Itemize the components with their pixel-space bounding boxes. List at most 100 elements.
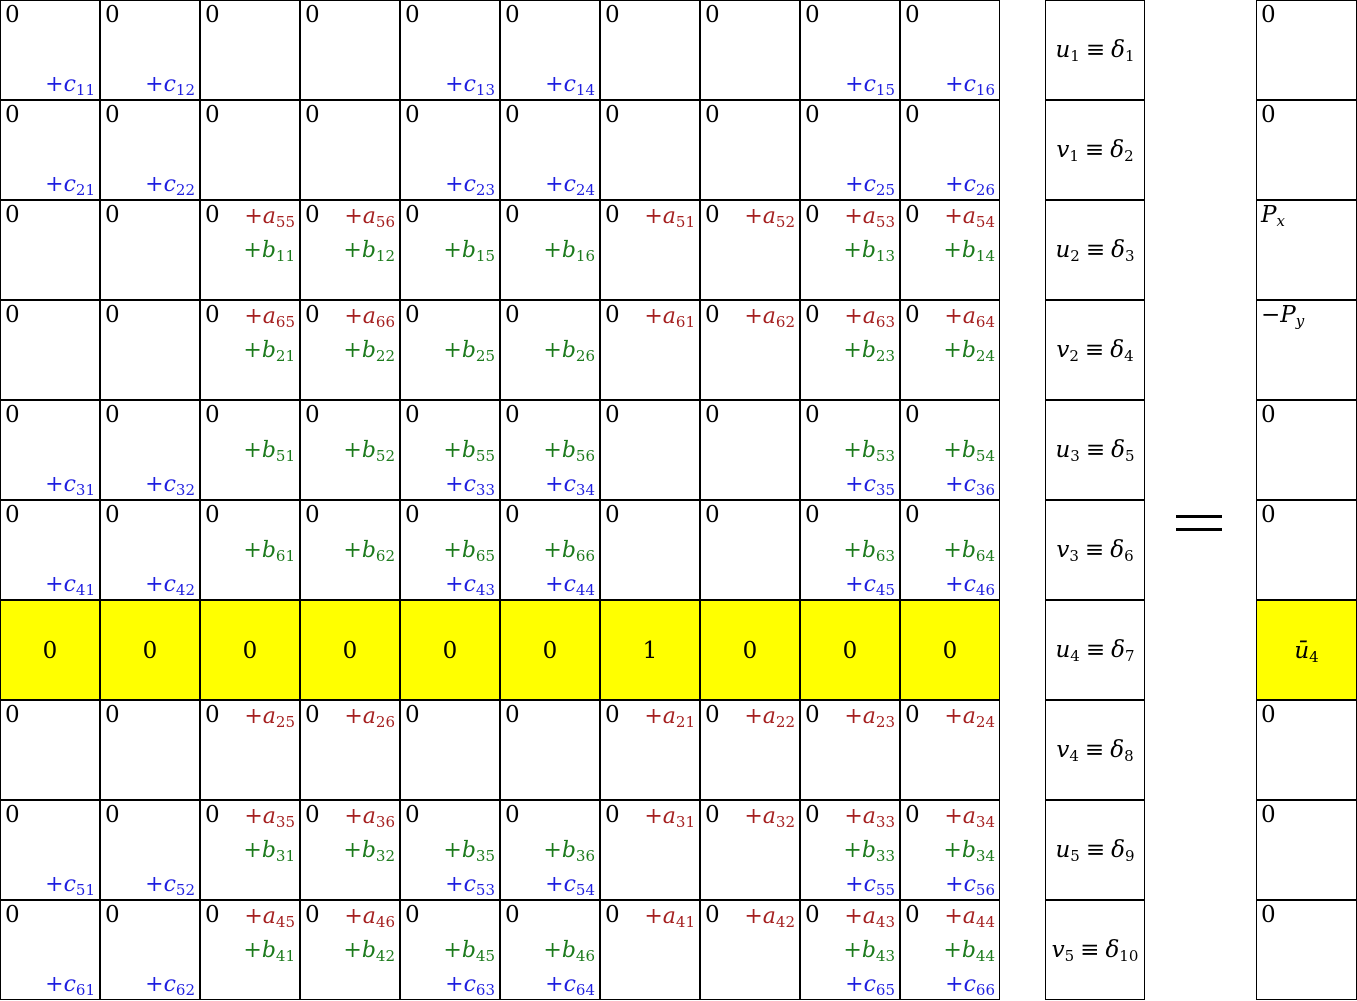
matrix-cell: 0 +a61 <box>600 300 700 400</box>
coefficient-a56: +a56 <box>344 204 395 231</box>
matrix-cell: 0 +b54 +c36 <box>900 400 1000 500</box>
rhs-cell: 0 <box>1256 900 1357 1000</box>
matrix-cell: 0 +a63 +b23 <box>800 300 900 400</box>
base-zero: 0 <box>205 702 220 728</box>
coefficient-b32: +b32 <box>343 838 395 865</box>
rhs-value: 0 <box>1261 102 1276 128</box>
matrix-cell: 0 +b61 <box>200 500 300 600</box>
matrix-cell: 0 +b45 +c63 <box>400 900 500 1000</box>
coefficient-c32: +c32 <box>145 472 195 499</box>
coefficient-c36: +c36 <box>945 472 995 499</box>
matrix-cell: 0 +a53 +b13 <box>800 200 900 300</box>
base-zero: 0 <box>905 902 920 928</box>
coefficient-b55: +b55 <box>443 438 495 465</box>
rhs-cell: 0 <box>1256 400 1357 500</box>
matrix-cell: 0 +c26 <box>900 100 1000 200</box>
coefficient-a51: +a51 <box>644 204 695 231</box>
coefficient-b52: +b52 <box>343 438 395 465</box>
base-zero: 0 <box>705 302 720 328</box>
matrix-cell: 0 +b55 +c33 <box>400 400 500 500</box>
coefficient-b65: +b65 <box>443 538 495 565</box>
constraint-value: 0 <box>442 638 458 664</box>
matrix-cell: 0 <box>400 600 500 700</box>
coefficient-c33: +c33 <box>445 472 495 499</box>
base-zero: 0 <box>305 402 320 428</box>
matrix-cell: 0 +b64 +c46 <box>900 500 1000 600</box>
matrix-cell: 0 +a22 <box>700 700 800 800</box>
unknowns-vector: u1 ≡ δ1 v1 ≡ δ2 u2 ≡ δ3 v2 ≡ δ4 u3 ≡ δ5 v3 ≡ δ6 u4 ≡ δ7 v4 ≡ δ8… <box>1045 0 1145 1001</box>
rhs-value: 0 <box>1261 802 1276 828</box>
base-zero: 0 <box>905 2 920 28</box>
matrix-cell: 0 +c51 <box>0 800 100 900</box>
base-zero: 0 <box>605 202 620 228</box>
unknown-cell: u2 ≡ δ3 <box>1045 200 1145 300</box>
base-zero: 0 <box>705 502 720 528</box>
base-zero: 0 <box>805 702 820 728</box>
coefficient-c42: +c42 <box>145 572 195 599</box>
base-zero: 0 <box>605 702 620 728</box>
matrix-cell: 0 +b36 +c54 <box>500 800 600 900</box>
coefficient-a41: +a41 <box>644 904 695 931</box>
coefficient-b44: +b44 <box>943 938 995 965</box>
base-zero: 0 <box>705 702 720 728</box>
base-zero: 0 <box>305 2 320 28</box>
matrix-cell: 0 <box>700 400 800 500</box>
coefficient-a54: +a54 <box>944 204 995 231</box>
base-zero: 0 <box>605 902 620 928</box>
base-zero: 0 <box>505 502 520 528</box>
base-zero: 0 <box>605 302 620 328</box>
rhs-value: 0 <box>1261 402 1276 428</box>
base-zero: 0 <box>5 702 20 728</box>
coefficient-c66: +c66 <box>945 972 995 999</box>
base-zero: 0 <box>405 202 420 228</box>
matrix-cell: 0 +a32 <box>700 800 800 900</box>
coefficient-b66: +b66 <box>543 538 595 565</box>
coefficient-a36: +a36 <box>344 804 395 831</box>
matrix-cell: 0 +a33 +b33 +c55 <box>800 800 900 900</box>
base-zero: 0 <box>905 402 920 428</box>
matrix-cell: 0 +a35 +b31 <box>200 800 300 900</box>
coefficient-a55: +a55 <box>244 204 295 231</box>
base-zero: 0 <box>705 402 720 428</box>
base-zero: 0 <box>105 2 120 28</box>
constraint-value: 0 <box>542 638 558 664</box>
coefficient-c31: +c31 <box>45 472 95 499</box>
base-zero: 0 <box>805 202 820 228</box>
base-zero: 0 <box>105 202 120 228</box>
coefficient-c34: +c34 <box>545 472 595 499</box>
base-zero: 0 <box>905 202 920 228</box>
base-zero: 0 <box>405 802 420 828</box>
base-zero: 0 <box>405 102 420 128</box>
rhs-cell: 0 <box>1256 100 1357 200</box>
coefficient-c44: +c44 <box>545 572 595 599</box>
coefficient-c13: +c13 <box>445 72 495 99</box>
unknown-cell: v4 ≡ δ8 <box>1045 700 1145 800</box>
coefficient-b61: +b61 <box>243 538 295 565</box>
constraint-value: 1 <box>642 638 658 664</box>
rhs-cell: −Py <box>1256 300 1357 400</box>
coefficient-c52: +c52 <box>145 872 195 899</box>
base-zero: 0 <box>405 2 420 28</box>
base-zero: 0 <box>505 402 520 428</box>
coefficient-b23: +b23 <box>843 338 895 365</box>
matrix-cell: 0 +b53 +c35 <box>800 400 900 500</box>
constraint-value: 0 <box>242 638 258 664</box>
matrix-cell: 0 +c61 <box>0 900 100 1000</box>
base-zero: 0 <box>5 2 20 28</box>
unknown-cell: v2 ≡ δ4 <box>1045 300 1145 400</box>
coefficient-a42: +a42 <box>744 904 795 931</box>
matrix-cell: 0 <box>700 0 800 100</box>
matrix-cell: 0 +a25 <box>200 700 300 800</box>
coefficient-c21: +c21 <box>45 172 95 199</box>
base-zero: 0 <box>305 202 320 228</box>
base-zero: 0 <box>605 802 620 828</box>
base-zero: 0 <box>505 102 520 128</box>
matrix-cell: 0 +c24 <box>500 100 600 200</box>
coefficient-a53: +a53 <box>844 204 895 231</box>
unknown-label: u5 ≡ δ9 <box>1055 837 1135 865</box>
matrix-cell: 0 +b16 <box>500 200 600 300</box>
matrix-row: 0 0 0 +a65 +b21 0 +a66 +b22 0 +b25 0 +b26 0 +a61 0 +a62… <box>0 300 1001 400</box>
unknown-label: v3 ≡ δ6 <box>1056 537 1134 565</box>
base-zero: 0 <box>705 102 720 128</box>
matrix-cell: 0 <box>300 0 400 100</box>
